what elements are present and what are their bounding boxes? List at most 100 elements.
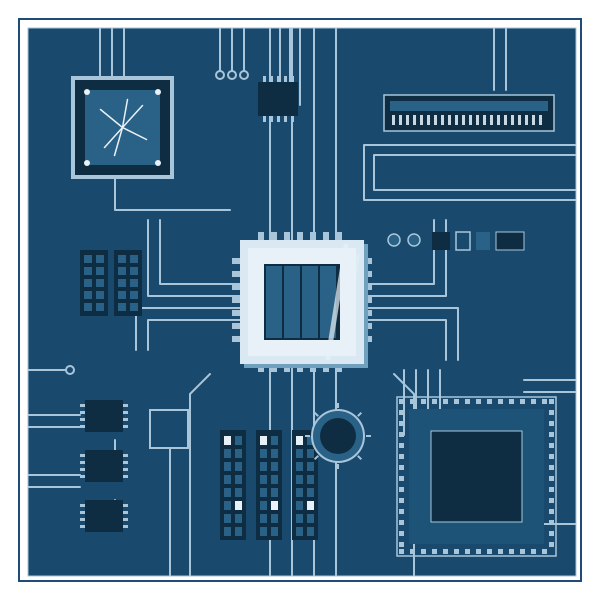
cpu-pin-t [297, 232, 303, 240]
ic-bl-pin-l [80, 404, 85, 407]
dipcol-pad [260, 488, 267, 497]
br-pad [549, 542, 554, 547]
slot-pin [497, 115, 500, 125]
dipcol-pad [235, 436, 242, 445]
dipcol-pad [296, 449, 303, 458]
dip-pad [130, 303, 138, 311]
ic-bl-body [85, 500, 123, 532]
br-pad [549, 498, 554, 503]
ram-slot [384, 95, 554, 131]
dipcol-pad-hl [307, 501, 314, 510]
ic-pin-bot [291, 116, 294, 122]
dipcol-pad [271, 514, 278, 523]
slot-pin [539, 115, 542, 125]
br-pad [549, 487, 554, 492]
ic-bl-body [85, 400, 123, 432]
cpu-pin-l [232, 310, 240, 316]
dipcol-pad [224, 527, 231, 536]
cap-sm [408, 234, 420, 246]
br-pad [432, 549, 437, 554]
br-pad [399, 531, 404, 536]
cap-inner [320, 418, 356, 454]
slot-pin [525, 115, 528, 125]
br-pad [410, 549, 415, 554]
dipcol-pad [296, 488, 303, 497]
cpu-core [302, 266, 318, 338]
br-pad [399, 476, 404, 481]
slot-pin [413, 115, 416, 125]
dipcol-pad [260, 501, 267, 510]
slot-body [384, 95, 554, 131]
ic-bl-pin-l [80, 418, 85, 421]
chip-bottom-right [397, 397, 556, 556]
br-pad [498, 549, 503, 554]
capacitor-round [305, 403, 371, 469]
dipcol-pad [260, 449, 267, 458]
dipcol-pad [235, 527, 242, 536]
br-pad [421, 549, 426, 554]
br-pad [531, 399, 536, 404]
dipcol-pad [235, 462, 242, 471]
cpu-pin-l [232, 284, 240, 290]
ic-body [258, 82, 298, 116]
slot-pin [455, 115, 458, 125]
ic-bl-pin-l [80, 504, 85, 507]
dip-pad [118, 255, 126, 263]
ic-bl-pin-r [123, 404, 128, 407]
dip-pad [130, 267, 138, 275]
br-pad [549, 454, 554, 459]
cpu-core [284, 266, 300, 338]
small-ics-bl [80, 400, 128, 532]
ic-pin-top [284, 76, 287, 82]
dipcol-body [220, 430, 246, 540]
br-pad [520, 549, 525, 554]
corner-dot [84, 89, 90, 95]
dipcol-pad [296, 475, 303, 484]
ic-bl-pin-r [123, 425, 128, 428]
br-pad [549, 476, 554, 481]
dipcol-pad [224, 488, 231, 497]
dipcol-pad-hl [235, 501, 242, 510]
ic-bl-pin-l [80, 511, 85, 514]
br-pad [399, 487, 404, 492]
br-pad [399, 410, 404, 415]
ic-pin-bot [263, 116, 266, 122]
ic-pin-bot [277, 116, 280, 122]
br-pad [549, 509, 554, 514]
br-pad [549, 410, 554, 415]
ic-bl-pin-l [80, 454, 85, 457]
ic-bl-pin-l [80, 468, 85, 471]
dip-pad [96, 291, 104, 299]
dipcol-pad [271, 475, 278, 484]
br-pad [399, 498, 404, 503]
dipcol-pad [224, 514, 231, 523]
smd [496, 232, 524, 250]
br-pad [454, 399, 459, 404]
dipcol-pad [307, 462, 314, 471]
smd [432, 232, 450, 250]
ic-bl-pin-r [123, 504, 128, 507]
ic-bl-pin-r [123, 411, 128, 414]
dipcol-pad [224, 449, 231, 458]
cpu-pin-t [271, 232, 277, 240]
br-pad [549, 443, 554, 448]
chip-top-left [71, 76, 174, 179]
dipcol-pad [260, 462, 267, 471]
cpu-pin-l [232, 271, 240, 277]
dipcol-pad [260, 514, 267, 523]
dipcol-pad-hl [296, 436, 303, 445]
dipcol-pad [235, 514, 242, 523]
br-pad [399, 432, 404, 437]
br-pad [476, 549, 481, 554]
ic-bl-pin-r [123, 461, 128, 464]
slot-pin [420, 115, 423, 125]
dipcol-pad [307, 449, 314, 458]
dip-pad [118, 303, 126, 311]
corner-dot [155, 160, 161, 166]
dipcol-pad [260, 527, 267, 536]
dipcol-pad [224, 501, 231, 510]
dip-pad [96, 267, 104, 275]
cpu-pin-t [258, 232, 264, 240]
br-pad [399, 454, 404, 459]
br-pad [531, 549, 536, 554]
